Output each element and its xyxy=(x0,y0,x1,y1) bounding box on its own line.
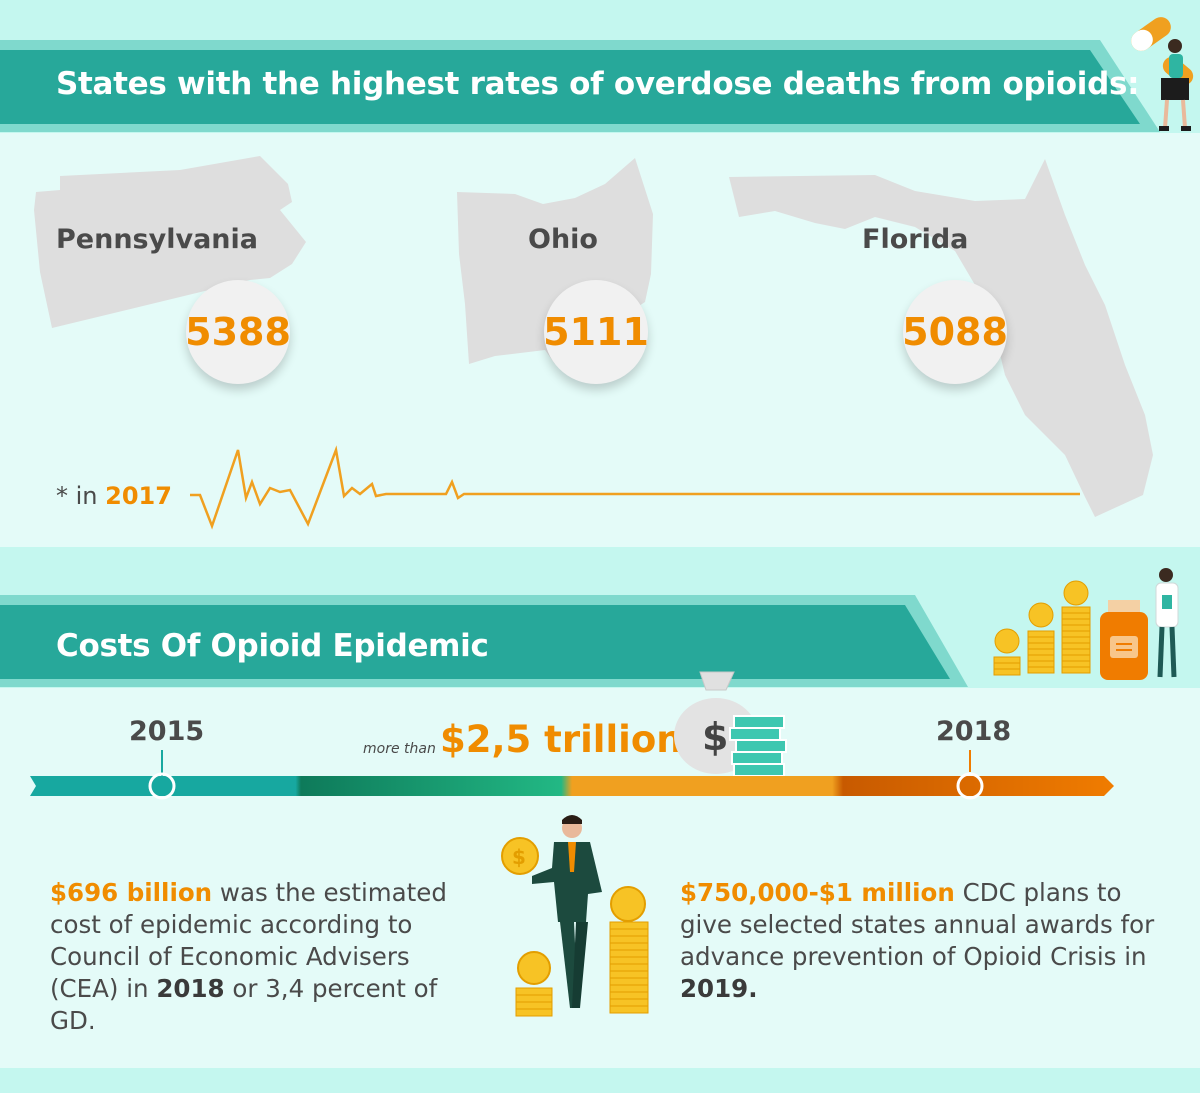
left-highlight: $696 billion xyxy=(50,878,213,907)
section1-banner-shape xyxy=(0,40,1160,132)
costs-panel xyxy=(0,688,1200,1068)
right-year: 2019. xyxy=(680,974,758,1003)
pill-person-icon xyxy=(1131,17,1194,131)
pennsylvania-value-bubble: 5388 xyxy=(185,280,291,384)
left-text1: was the estimated cost of epidemic accor… xyxy=(50,878,447,1003)
total-cost-value: $2,5 trillion xyxy=(440,718,683,761)
year-note: * in 2017 xyxy=(56,482,172,510)
timeline-marker-end xyxy=(969,750,971,772)
heartbeat-line-icon xyxy=(190,445,1080,530)
ohio-value-bubble: 5111 xyxy=(543,280,649,384)
note-year: 2017 xyxy=(105,482,172,510)
section2-banner-shape xyxy=(0,595,968,687)
timeline-marker-start xyxy=(161,750,163,772)
right-text1: CDC plans to give selected states annual… xyxy=(680,878,1155,971)
year-end-label: 2018 xyxy=(936,716,1012,747)
section2-title: Costs Of Opioid Epidemic xyxy=(56,628,489,664)
state-name-ohio: Ohio xyxy=(528,224,598,255)
right-highlight: $750,000-$1 million xyxy=(680,878,955,907)
left-text2: or 3,4 percent of GD. xyxy=(50,974,438,1035)
section1-title: States with the highest rates of overdos… xyxy=(56,66,1140,102)
florida-value: 5088 xyxy=(902,310,1008,354)
svg-text:$: $ xyxy=(702,715,728,759)
pill-bottle-icon xyxy=(1100,600,1148,680)
svg-text:$: $ xyxy=(512,845,526,869)
money-bag-icon: $ xyxy=(674,671,787,777)
right-cost-paragraph: $750,000-$1 million CDC plans to give se… xyxy=(680,877,1160,1005)
ohio-value: 5111 xyxy=(543,310,649,354)
more-than-label: more than xyxy=(363,741,436,757)
florida-value-bubble: 5088 xyxy=(902,280,1008,384)
timeline-bar xyxy=(30,770,1114,800)
florida-map-icon xyxy=(729,159,1153,517)
coin-stacks-icon xyxy=(993,580,1091,676)
note-prefix: * in xyxy=(56,482,98,510)
pennsylvania-map-icon xyxy=(34,156,306,328)
doctor-icon xyxy=(1155,568,1179,678)
pennsylvania-value: 5388 xyxy=(185,310,291,354)
state-name-florida: Florida xyxy=(862,224,969,255)
year-start-label: 2015 xyxy=(129,716,205,747)
businessman-icon: $ xyxy=(501,815,649,1017)
left-cost-paragraph: $696 billion was the estimated cost of e… xyxy=(50,877,460,1037)
left-year: 2018 xyxy=(156,974,225,1003)
state-name-pennsylvania: Pennsylvania xyxy=(56,224,258,255)
